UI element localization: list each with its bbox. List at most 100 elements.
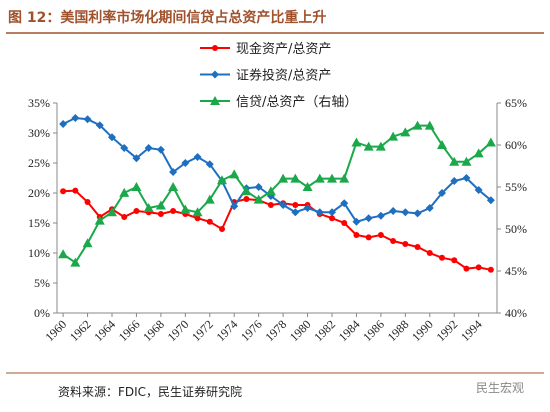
x-tick-label: 1978 [262, 317, 289, 344]
point [58, 249, 69, 259]
point [169, 168, 178, 176]
y-tick-label: 35% [28, 96, 50, 110]
point [108, 133, 116, 142]
source: 资料来源：FDIC，民生证券研究院 [58, 384, 242, 399]
x-tick-label: 1962 [67, 317, 94, 344]
point [212, 45, 218, 51]
point [353, 232, 360, 238]
point [210, 96, 220, 105]
point [329, 215, 335, 222]
legend-label: 信贷/总资产（右轴） [236, 95, 357, 110]
point [267, 202, 274, 208]
point [365, 234, 372, 241]
chart-title: 图 12：美国利率市场化期间信贷占总资产比重上升 [8, 9, 326, 26]
point [475, 264, 482, 271]
y2-tick-label: 65% [505, 96, 527, 110]
point [485, 137, 496, 147]
series-line [62, 116, 492, 223]
point [193, 153, 202, 161]
point [364, 214, 373, 223]
point [95, 121, 104, 130]
point [168, 182, 179, 191]
point [303, 204, 312, 212]
watermark: 民生宏观 [476, 380, 524, 395]
point [211, 70, 219, 79]
point [414, 244, 421, 250]
y-tick-label: 30% [28, 126, 50, 140]
point [439, 254, 445, 261]
point [71, 114, 80, 122]
point [451, 257, 458, 264]
x-tick-label: 1990 [409, 317, 436, 344]
point [170, 208, 177, 214]
point [473, 148, 484, 158]
x-tick-label: 1992 [433, 317, 460, 344]
x-tick-label: 1968 [140, 317, 167, 344]
point [156, 145, 165, 154]
point [402, 241, 409, 247]
point [230, 202, 239, 211]
point [120, 144, 129, 152]
point [412, 120, 423, 130]
point [389, 207, 398, 215]
x-tick-label: 1986 [360, 317, 387, 344]
x-tick-label: 1982 [311, 317, 338, 344]
point [450, 177, 459, 185]
point [390, 238, 397, 244]
y-tick-label: 10% [28, 246, 50, 260]
point [340, 199, 349, 208]
x-tick-label: 1980 [287, 317, 314, 344]
y-tick-label: 0% [34, 306, 50, 320]
point [388, 131, 399, 141]
point [157, 211, 164, 217]
x-tick-label: 1976 [238, 317, 265, 344]
point [437, 140, 447, 149]
point [192, 207, 203, 217]
point [463, 265, 470, 272]
x-tick-label: 1994 [458, 317, 485, 344]
x-tick-label: 1970 [165, 317, 192, 344]
y-tick-label: 15% [28, 216, 50, 230]
point [219, 226, 225, 232]
point [449, 156, 460, 166]
x-tick-label: 1988 [385, 317, 412, 344]
y2-tick-label: 55% [505, 180, 527, 194]
point [59, 120, 68, 128]
point [438, 189, 446, 197]
point [84, 199, 91, 205]
x-tick-label: 1984 [336, 317, 363, 344]
point [205, 160, 214, 169]
point [462, 174, 471, 182]
point [279, 201, 288, 209]
y-tick-label: 20% [28, 186, 50, 200]
point [461, 156, 472, 166]
point [375, 141, 386, 151]
point [83, 115, 92, 124]
point [292, 202, 299, 208]
point [424, 120, 435, 130]
point [72, 187, 79, 194]
legend-label: 现金资产/总资产 [236, 41, 331, 57]
point [376, 211, 385, 220]
point [265, 186, 276, 196]
point [426, 250, 433, 256]
point [487, 266, 494, 273]
point [314, 173, 325, 183]
point [351, 137, 362, 147]
point [107, 207, 117, 217]
point [181, 159, 190, 167]
x-tick-label: 1960 [42, 317, 69, 344]
point [144, 144, 153, 152]
point [302, 182, 313, 191]
point [328, 208, 336, 217]
point [363, 141, 374, 151]
point [133, 208, 140, 214]
point [194, 215, 201, 222]
point [82, 238, 93, 248]
y-tick-label: 25% [28, 156, 50, 170]
point [143, 203, 154, 212]
point [401, 208, 410, 217]
point [132, 154, 141, 163]
point [243, 196, 250, 202]
